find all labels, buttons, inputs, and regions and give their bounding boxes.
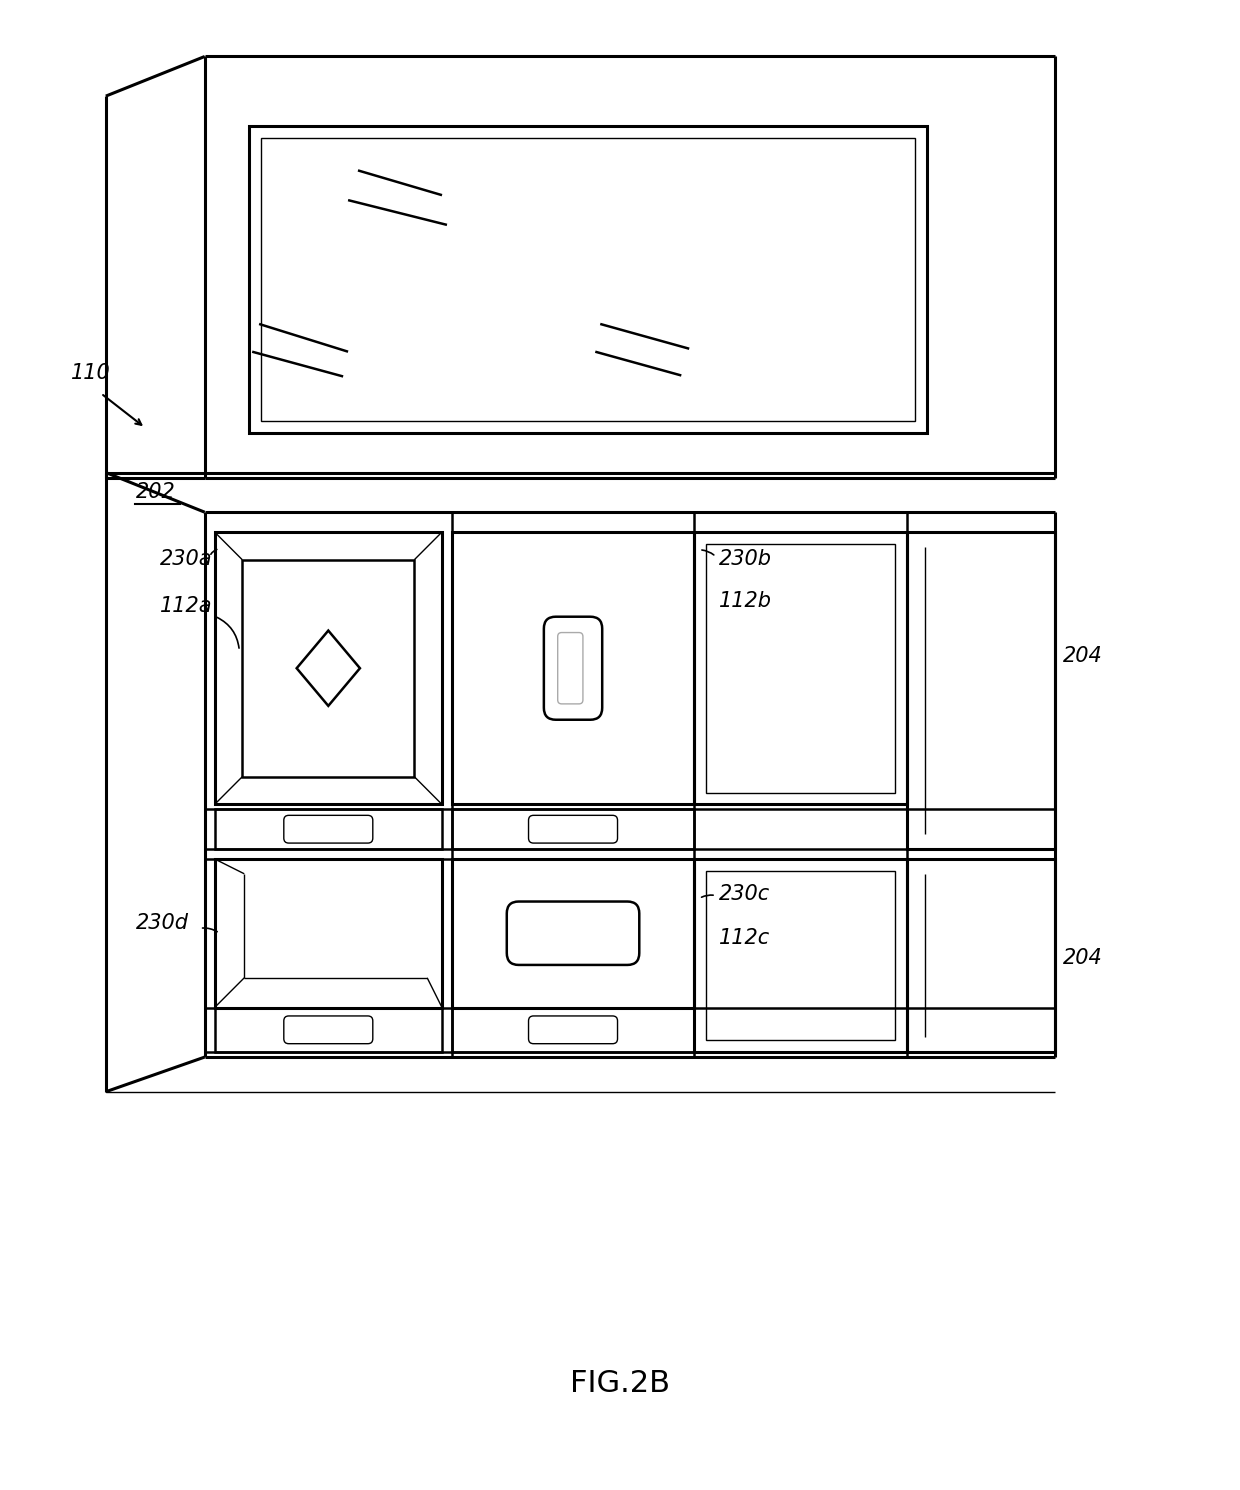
Bar	[706, 870, 895, 1040]
Text: 230b: 230b	[719, 548, 771, 569]
Bar	[706, 544, 895, 793]
Bar	[249, 125, 926, 434]
Text: 112a: 112a	[160, 596, 213, 617]
Bar	[242, 560, 414, 776]
Bar	[906, 532, 1055, 849]
Text: 112b: 112b	[719, 592, 771, 611]
Bar	[906, 858, 1055, 1052]
Text: 110: 110	[71, 364, 110, 383]
FancyBboxPatch shape	[507, 901, 640, 966]
Bar	[451, 1007, 694, 1052]
Bar	[215, 858, 441, 1007]
Bar	[215, 1007, 441, 1052]
Text: 204: 204	[1063, 645, 1102, 666]
Bar	[215, 809, 441, 849]
Text: 230a: 230a	[160, 548, 213, 569]
Bar	[451, 858, 694, 1007]
Text: 112c: 112c	[719, 928, 770, 948]
Bar	[694, 858, 906, 1052]
Bar	[451, 532, 694, 805]
Text: 230c: 230c	[719, 884, 770, 903]
Bar	[694, 532, 906, 805]
Bar	[451, 809, 694, 849]
Bar	[262, 137, 915, 422]
Bar	[215, 532, 441, 805]
Text: 204: 204	[1063, 948, 1102, 968]
FancyBboxPatch shape	[544, 617, 603, 720]
Text: 202: 202	[135, 483, 175, 502]
Text: FIG.2B: FIG.2B	[570, 1369, 670, 1399]
Text: 230d: 230d	[135, 913, 188, 933]
